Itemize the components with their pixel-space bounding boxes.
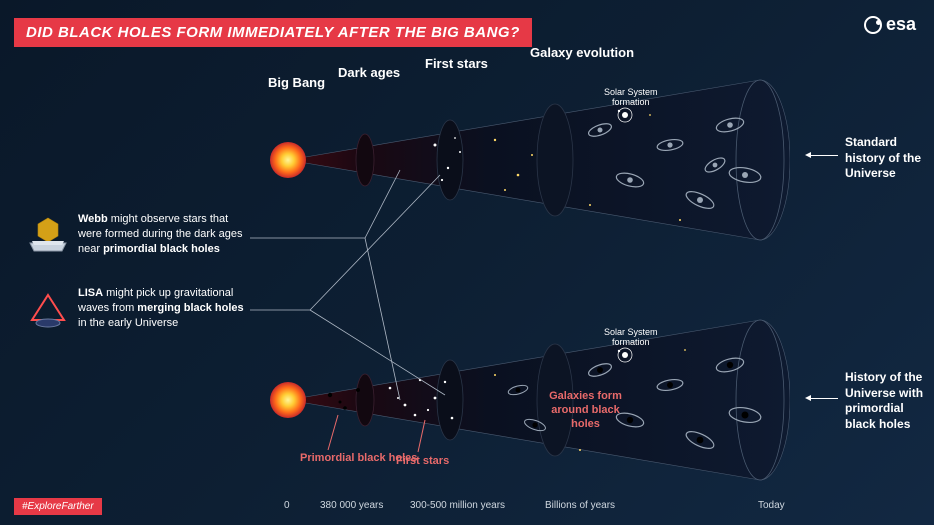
era-label-darkages: Dark ages xyxy=(338,65,400,80)
hashtag-badge: #ExploreFarther xyxy=(14,498,102,515)
primordial-universe-cone xyxy=(270,310,790,495)
era-label-bigbang: Big Bang xyxy=(268,75,325,90)
label-galaxies-form: Galaxies form around black holes xyxy=(538,390,633,431)
timeline-t1: 380 000 years xyxy=(320,500,383,511)
timeline-t0: 0 xyxy=(284,500,290,511)
webb-name: Webb xyxy=(78,213,108,225)
page-title: DID BLACK HOLES FORM IMMEDIATELY AFTER T… xyxy=(14,18,532,47)
lisa-text2: in the early Universe xyxy=(78,317,178,329)
lisa-name: LISA xyxy=(78,287,103,299)
timeline-t3: Billions of years xyxy=(545,500,615,511)
esa-logo-icon xyxy=(864,16,882,34)
webb-description: Webb might observe stars that were forme… xyxy=(78,212,248,257)
caption-primordial: History of the Universe with primordial … xyxy=(845,370,925,432)
cone-svg-top xyxy=(270,70,790,250)
era-label-firststars: First stars xyxy=(425,56,488,71)
esa-logo-text: esa xyxy=(886,14,916,35)
lisa-bold2: merging black holes xyxy=(137,302,243,314)
esa-logo: esa xyxy=(864,14,916,35)
solar-system-label-top: Solar Systemformation xyxy=(604,88,658,108)
label-first-stars-b: First stars xyxy=(396,455,449,467)
lisa-description: LISA might pick up gravitational waves f… xyxy=(78,286,248,331)
timeline-t4: Today xyxy=(758,500,785,511)
standard-universe-cone xyxy=(270,70,790,255)
arrow-standard xyxy=(808,155,838,156)
lisa-detector-icon xyxy=(26,290,70,335)
caption-standard: Standard history of the Universe xyxy=(845,135,925,182)
era-label-galaxyevo: Galaxy evolution xyxy=(530,45,634,60)
arrow-primordial xyxy=(808,398,838,399)
timeline-t2: 300-500 million years xyxy=(410,500,505,511)
webb-telescope-icon xyxy=(26,215,70,260)
webb-bold2: primordial black holes xyxy=(103,243,220,255)
solar-system-label-bottom: Solar Systemformation xyxy=(604,328,658,348)
